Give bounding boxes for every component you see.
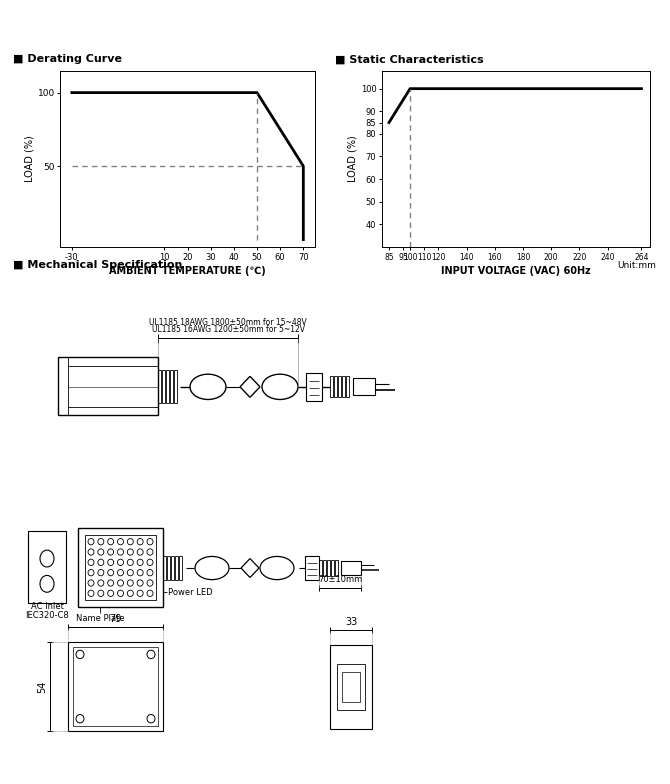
Text: UL1185 16AWG 1200±50mm for 5~12V: UL1185 16AWG 1200±50mm for 5~12V <box>151 325 304 334</box>
Bar <box>305 557 319 579</box>
Bar <box>346 376 349 397</box>
Text: Name Plate: Name Plate <box>76 615 125 623</box>
Bar <box>85 535 156 600</box>
Bar <box>341 561 361 575</box>
Y-axis label: LOAD (%): LOAD (%) <box>348 136 358 182</box>
Bar <box>78 528 163 607</box>
Bar <box>334 376 337 397</box>
Bar <box>174 370 177 403</box>
X-axis label: INPUT VOLTAGE (VAC) 60Hz: INPUT VOLTAGE (VAC) 60Hz <box>441 266 591 276</box>
Bar <box>338 376 341 397</box>
Y-axis label: LOAD (%): LOAD (%) <box>25 136 35 182</box>
Bar <box>353 379 375 395</box>
Bar <box>68 642 163 731</box>
Bar <box>28 532 66 603</box>
Text: UL1185 18AWG 1800±50mm for 15~48V: UL1185 18AWG 1800±50mm for 15~48V <box>149 318 307 327</box>
Bar <box>342 673 360 702</box>
Bar <box>330 376 333 397</box>
Text: IEC320-C8: IEC320-C8 <box>25 611 69 619</box>
Bar <box>306 373 322 401</box>
Text: 54: 54 <box>37 681 47 693</box>
Text: 33: 33 <box>345 617 357 627</box>
Bar <box>179 557 182 579</box>
Bar <box>337 664 365 710</box>
Text: 70±10mm: 70±10mm <box>318 575 362 584</box>
Bar <box>175 557 178 579</box>
Text: ■ Static Characteristics: ■ Static Characteristics <box>335 54 484 64</box>
Bar <box>171 557 174 579</box>
Bar <box>331 560 334 576</box>
Bar <box>319 560 322 576</box>
Text: ■ Derating Curve: ■ Derating Curve <box>13 54 123 64</box>
Bar <box>167 557 170 579</box>
Bar <box>73 647 158 726</box>
Text: AC Inlet: AC Inlet <box>31 602 64 612</box>
Bar <box>330 645 372 729</box>
Bar <box>163 557 166 579</box>
Bar <box>158 370 161 403</box>
Text: ■ Mechanical Specification: ■ Mechanical Specification <box>13 260 183 270</box>
Bar <box>58 358 158 416</box>
Bar <box>342 376 345 397</box>
Text: Unit:mm: Unit:mm <box>618 262 657 270</box>
Bar <box>327 560 330 576</box>
Text: Power LED: Power LED <box>168 588 212 597</box>
Bar <box>335 560 338 576</box>
Bar <box>166 370 169 403</box>
Text: 79: 79 <box>109 614 122 624</box>
Bar <box>170 370 173 403</box>
X-axis label: AMBIENT TEMPERATURE (℃): AMBIENT TEMPERATURE (℃) <box>109 266 266 276</box>
Bar <box>162 370 165 403</box>
Bar <box>323 560 326 576</box>
